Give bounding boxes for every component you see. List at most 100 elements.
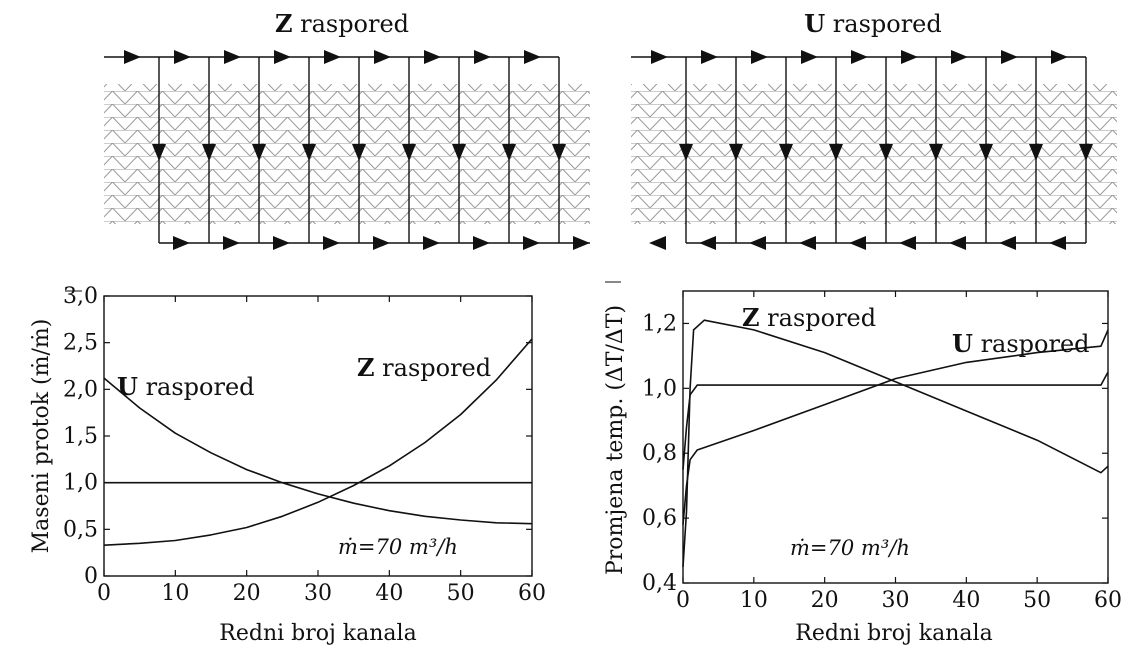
flow-arrow-right: [273, 236, 290, 250]
temperature-x-tick-label: 50: [1023, 588, 1051, 613]
flow-arrow-right: [524, 50, 541, 64]
mass-flow-x-tick-label: 10: [161, 581, 189, 606]
temperature-series-z-raspored-line: [682, 319, 1109, 567]
flow-arrow-right: [901, 50, 918, 64]
flow-arrow-right: [224, 50, 241, 64]
temperature-x-tick-label: 60: [1094, 588, 1122, 613]
flow-arrow-right: [423, 236, 440, 250]
mass-flow-x-tick-label: 30: [304, 581, 332, 606]
flow-arrow-right: [474, 50, 491, 64]
mass-flow-ticks: 0 10 20 30 40 50 60 0 0,5 1,0 1,5 2,0 2,5 3,0: [63, 284, 546, 606]
flow-arrow-right: [424, 50, 441, 64]
flow-arrow-right: [523, 236, 540, 250]
flow-arrow-down: [302, 144, 316, 161]
flow-arrow-right: [701, 50, 718, 64]
temperature-x-axis-label: Redni broj kanala: [795, 621, 992, 646]
mass-flow-y-tick-label: 2,0: [63, 377, 98, 402]
plate-pattern: [631, 84, 1117, 224]
flow-arrow-right: [174, 50, 191, 64]
mass-flow-x-tick-label: 50: [447, 581, 475, 606]
mass-flow-plot-frame: [103, 295, 533, 577]
flow-arrow-right: [473, 236, 490, 250]
mass-flow-y-tick-label: 1,5: [63, 424, 98, 449]
temperature-annotation: ṁ=70 m³/h: [790, 536, 910, 560]
flow-arrow-down: [502, 144, 516, 161]
temperature-z-label: Z raspored: [742, 303, 876, 332]
flow-arrow-down: [202, 144, 216, 161]
flow-arrow-down: [729, 144, 743, 161]
temperature-y-tick-label: 1,0: [642, 376, 677, 401]
schematic-z-title-bold: Z: [275, 9, 293, 38]
flow-arrow-right: [1001, 50, 1018, 64]
temperature-z-label-bold: Z: [742, 303, 760, 332]
mass-flow-u-label: U raspored: [117, 372, 255, 401]
flow-arrow-down: [929, 144, 943, 161]
temperature-u-label: U raspored: [952, 329, 1090, 358]
temperature-y-tick-label: 1,2: [642, 311, 677, 336]
flow-arrow-right: [274, 50, 291, 64]
flow-arrow-right: [573, 236, 590, 250]
flow-arrow-down: [452, 144, 466, 161]
plate-pattern: [104, 84, 590, 224]
flow-arrow-right: [223, 236, 240, 250]
mass-flow-y-axis-label: Maseni protok (ṁ/ṁ): [29, 319, 54, 554]
mass-flow-series-u-raspored-line: [103, 377, 533, 525]
mass-flow-x-tick-label: 0: [97, 581, 111, 606]
mass-flow-y-tick-label: 3,0: [63, 284, 98, 309]
schematic-z-title-rest: raspored: [292, 10, 409, 38]
flow-arrow-right: [801, 50, 818, 64]
temperature-z-label-rest: raspored: [760, 304, 877, 332]
flow-arrow-left: [899, 236, 916, 250]
flow-arrow-right: [651, 50, 668, 64]
temperature-x-tick-label: 0: [676, 588, 690, 613]
flow-arrow-right: [324, 50, 341, 64]
flow-arrow-right: [751, 50, 768, 64]
mass-flow-x-axis-label: Redni broj kanala: [219, 621, 416, 646]
flow-arrow-left: [699, 236, 716, 250]
mass-flow-chart: 0 10 20 30 40 50 60 0 0,5 1,0 1,5 2,0 2,5 3,0 Redni b…: [29, 284, 546, 646]
flow-arrow-down: [979, 144, 993, 161]
temperature-u-label-bold: U: [952, 329, 973, 358]
schematic-u-title-rest: raspored: [825, 10, 942, 38]
temperature-y-tick-label: 0,8: [642, 441, 677, 466]
flow-arrow-down: [1029, 144, 1043, 161]
mass-flow-z-label-rest: raspored: [375, 354, 492, 382]
mass-flow-y-tick-label: 0: [84, 564, 98, 589]
mass-flow-series-z-raspored-line: [103, 338, 533, 546]
mass-flow-u-label-bold: U: [117, 372, 138, 401]
flow-arrow-right: [373, 236, 390, 250]
schematic-u-title: U raspored: [804, 9, 942, 38]
flow-arrow-right: [851, 50, 868, 64]
flow-arrow-down: [1079, 144, 1093, 161]
flow-arrow-right: [1051, 50, 1068, 64]
flow-arrow-right: [323, 236, 340, 250]
mass-flow-y-tick-label: 1,0: [63, 471, 98, 496]
temperature-series-reference-line: [682, 371, 1109, 470]
schematic-u-title-bold: U: [804, 9, 825, 38]
temperature-y-axis-label: Promjena temp. (ΔT/ΔT): [603, 305, 628, 575]
flow-arrow-left: [849, 236, 866, 250]
flow-arrow-left: [1049, 236, 1066, 250]
flow-arrow-left: [799, 236, 816, 250]
flow-arrow-down: [352, 144, 366, 161]
temperature-u-label-rest: raspored: [973, 330, 1090, 358]
flow-arrow-left: [999, 236, 1016, 250]
flow-arrow-right: [374, 50, 391, 64]
flow-arrow-down: [679, 144, 693, 161]
flow-arrow-left: [649, 236, 666, 250]
mass-flow-series: [103, 338, 533, 546]
flow-arrow-right: [124, 50, 141, 64]
u-arrangement-schematic: [631, 50, 1117, 250]
mass-flow-y-tick-label: 0,5: [63, 517, 98, 542]
flow-arrow-down: [829, 144, 843, 161]
flow-arrow-down: [779, 144, 793, 161]
z-arrangement-schematic: [104, 50, 590, 250]
flow-arrow-right: [951, 50, 968, 64]
mass-flow-u-label-rest: raspored: [138, 373, 255, 401]
temperature-x-tick-label: 30: [882, 588, 910, 613]
flow-arrow-left: [749, 236, 766, 250]
temperature-y-tick-label: 0,6: [642, 506, 677, 531]
schematic-z-title: Z raspored: [275, 9, 409, 38]
mass-flow-x-tick-label: 20: [233, 581, 261, 606]
